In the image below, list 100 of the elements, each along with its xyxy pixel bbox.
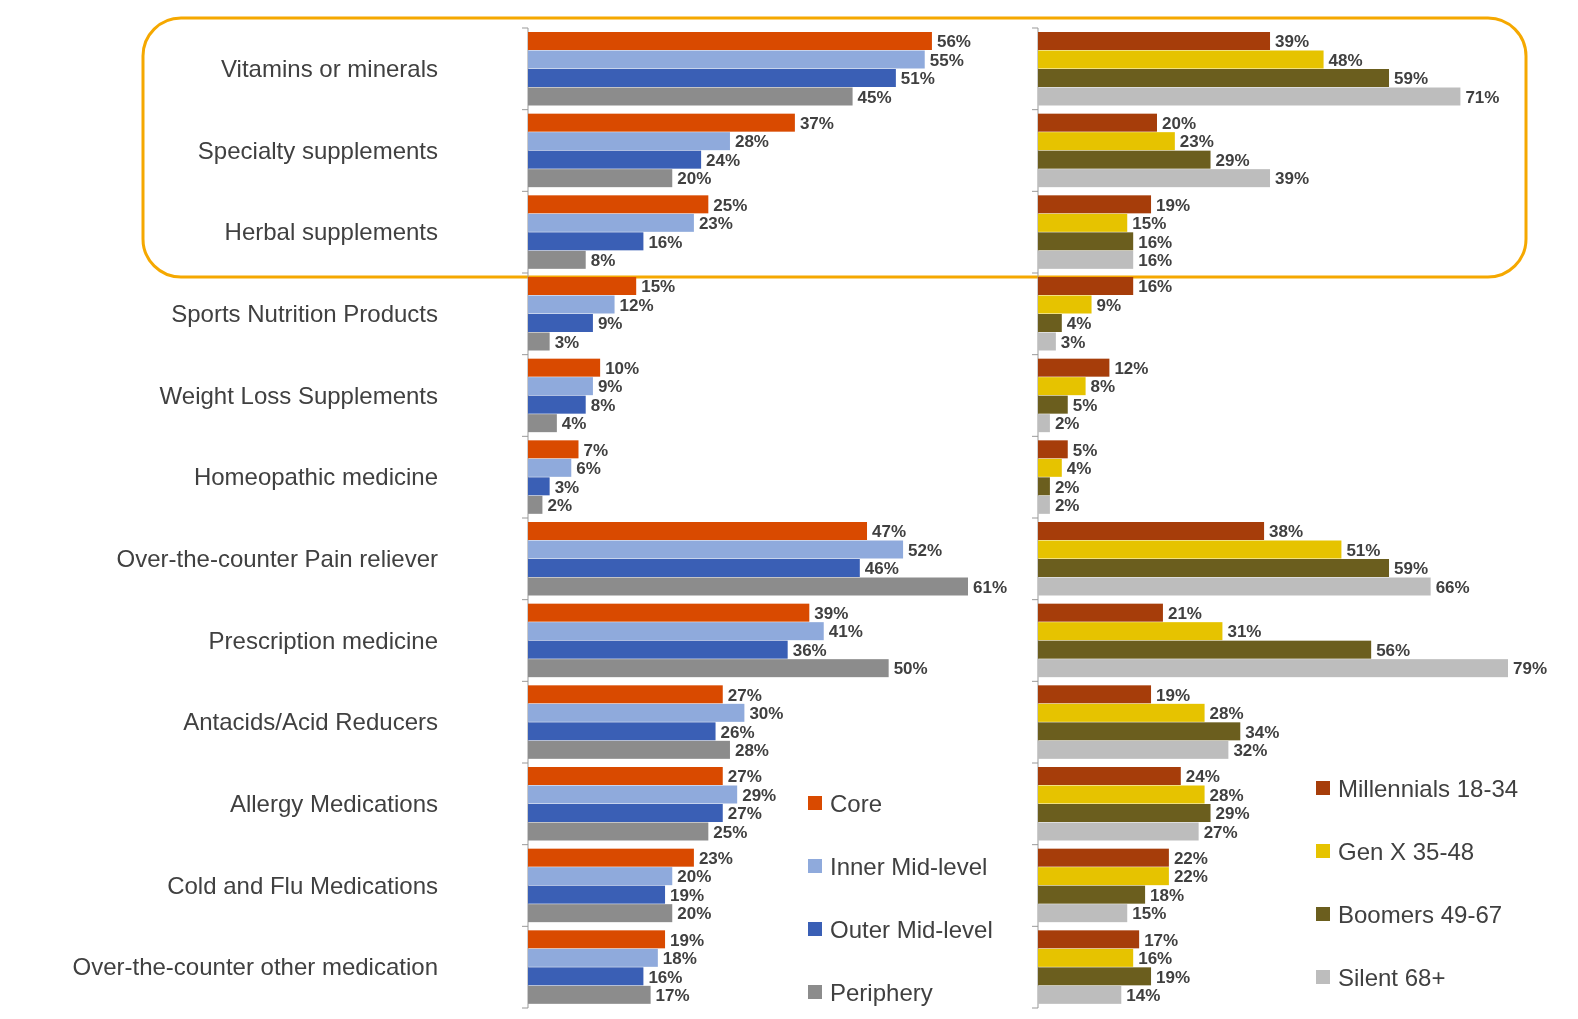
bar xyxy=(528,785,738,804)
bar xyxy=(1038,577,1431,596)
data-label: 2% xyxy=(1054,477,1080,497)
y-tick-label: Over-the-counter Pain reliever xyxy=(116,544,439,572)
data-label: 79% xyxy=(1513,659,1548,679)
bar xyxy=(1038,848,1169,867)
data-label: 18% xyxy=(662,949,697,969)
bar xyxy=(528,477,550,496)
data-label: 59% xyxy=(1394,559,1429,579)
data-label: 30% xyxy=(749,704,784,724)
data-label: 22% xyxy=(1173,848,1208,868)
y-tick-label: Specialty supplements xyxy=(197,136,438,164)
bar xyxy=(528,458,572,477)
bar xyxy=(1038,540,1342,559)
bar xyxy=(528,250,586,269)
bar xyxy=(528,577,968,596)
data-label: 4% xyxy=(1066,314,1092,334)
bar xyxy=(528,395,586,414)
data-label: 29% xyxy=(1215,804,1250,824)
data-label: 12% xyxy=(619,295,654,315)
bar xyxy=(528,150,702,169)
bar xyxy=(1038,132,1175,151)
data-label: 61% xyxy=(973,577,1008,597)
bar xyxy=(1038,277,1134,295)
data-label: 19% xyxy=(670,885,705,905)
bar xyxy=(528,867,673,886)
bar xyxy=(1038,885,1146,904)
data-label: 4% xyxy=(1066,459,1092,479)
y-tick-label: Cold and Flu Medications xyxy=(167,871,438,899)
data-label: 32% xyxy=(1233,741,1268,761)
legend-label: Periphery xyxy=(830,979,933,1006)
bar xyxy=(1038,603,1163,622)
data-label: 29% xyxy=(742,785,777,805)
data-label: 16% xyxy=(1138,251,1173,271)
data-label: 8% xyxy=(590,251,616,271)
data-label: 19% xyxy=(670,930,705,950)
bar xyxy=(1038,740,1229,759)
bar xyxy=(1038,622,1223,641)
y-tick-label: Allergy Medications xyxy=(229,789,438,817)
legend-label: Core xyxy=(830,790,883,817)
bar xyxy=(1038,32,1271,50)
bar xyxy=(1038,113,1157,132)
data-label: 19% xyxy=(1156,967,1191,987)
bar xyxy=(1038,332,1056,351)
data-label: 28% xyxy=(1209,785,1244,805)
data-label: 2% xyxy=(1054,496,1080,516)
bar xyxy=(528,32,932,50)
bar xyxy=(1038,150,1211,169)
data-label: 39% xyxy=(814,603,849,623)
data-label: 19% xyxy=(1156,685,1191,705)
data-label: 6% xyxy=(576,459,601,479)
bar xyxy=(528,332,550,351)
data-label: 55% xyxy=(929,50,964,70)
data-label: 20% xyxy=(1161,113,1197,133)
y-tick-label: Vitamins or minerals xyxy=(221,54,438,82)
data-label: 14% xyxy=(1126,986,1161,1006)
bar xyxy=(1038,767,1181,785)
bar xyxy=(528,87,853,106)
data-label: 16% xyxy=(1138,232,1173,252)
bar xyxy=(528,540,904,559)
data-label: 45% xyxy=(857,87,892,107)
bar xyxy=(528,414,557,433)
bar xyxy=(528,685,723,704)
bar xyxy=(1038,314,1062,332)
bar xyxy=(1038,659,1508,678)
bar xyxy=(1038,169,1271,188)
bar xyxy=(1038,195,1152,214)
data-label: 25% xyxy=(713,822,748,842)
data-label: 51% xyxy=(1346,540,1381,560)
data-label: 4% xyxy=(561,414,587,434)
data-label: 9% xyxy=(597,314,623,334)
bar xyxy=(528,930,666,949)
bar xyxy=(1038,722,1241,741)
data-label: 16% xyxy=(1138,277,1173,297)
data-label: 7% xyxy=(583,440,609,460)
data-label: 27% xyxy=(1203,822,1238,842)
data-label: 27% xyxy=(727,804,762,824)
bar xyxy=(528,50,925,69)
y-tick-label: Homeopathic medicine xyxy=(193,463,438,491)
data-label: 59% xyxy=(1394,69,1429,89)
data-label: 16% xyxy=(648,967,683,987)
data-label: 24% xyxy=(706,150,741,170)
data-label: 50% xyxy=(893,659,928,679)
data-label: 23% xyxy=(1179,132,1214,152)
data-label: 8% xyxy=(1090,377,1116,397)
bar xyxy=(1038,948,1134,967)
bar xyxy=(528,277,637,295)
data-label: 15% xyxy=(1132,904,1167,924)
legend-label: Millennials 18-34 xyxy=(1338,775,1519,802)
data-label: 12% xyxy=(1114,358,1149,378)
data-label: 39% xyxy=(1275,169,1310,189)
data-label: 66% xyxy=(1435,577,1470,597)
bar xyxy=(1038,213,1128,232)
bar xyxy=(1038,985,1122,1004)
bar xyxy=(528,213,694,232)
bar xyxy=(1038,559,1390,577)
data-label: 56% xyxy=(1376,640,1411,660)
data-label: 29% xyxy=(1215,150,1250,170)
data-label: 3% xyxy=(1060,332,1086,352)
data-label: 39% xyxy=(1275,32,1310,52)
